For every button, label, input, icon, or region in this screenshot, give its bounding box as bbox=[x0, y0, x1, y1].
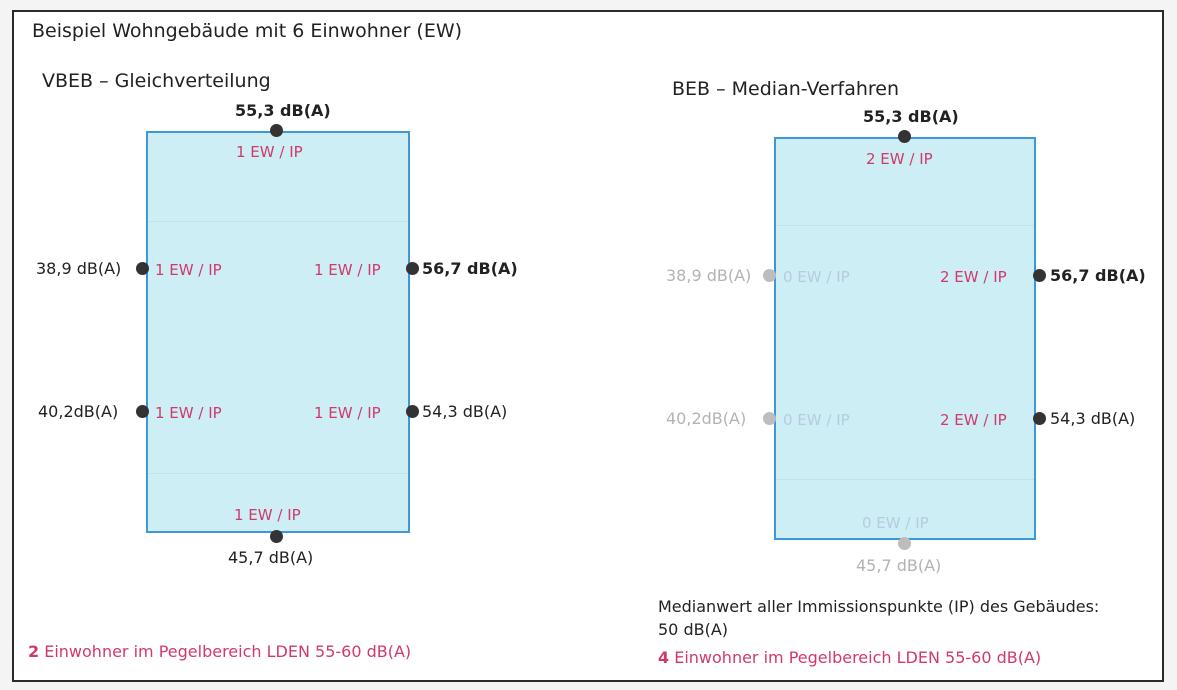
left-building bbox=[146, 131, 410, 533]
left-top-point bbox=[270, 124, 283, 137]
right-summary-text: Einwohner im Pegelbereich LDEN 55-60 dB(… bbox=[674, 648, 1042, 667]
right-left-lower-ew: 0 EW / IP bbox=[783, 411, 850, 429]
right-left-upper-point bbox=[763, 269, 776, 282]
left-summary-count: 2 bbox=[28, 642, 40, 661]
left-summary: 2 Einwohner im Pegelbereich LDEN 55-60 d… bbox=[28, 642, 411, 661]
right-top-point bbox=[898, 130, 911, 143]
left-right-upper-point bbox=[406, 262, 419, 275]
right-right-lower-point bbox=[1033, 412, 1046, 425]
left-right-upper-level: 56,7 dB(A) bbox=[422, 259, 518, 278]
left-left-upper-point bbox=[136, 262, 149, 275]
left-right-lower-ew: 1 EW / IP bbox=[314, 404, 381, 422]
left-left-lower-level: 40,2dB(A) bbox=[38, 402, 119, 421]
right-building bbox=[774, 137, 1036, 540]
left-left-lower-point bbox=[136, 405, 149, 418]
left-left-upper-level: 38,9 dB(A) bbox=[36, 259, 122, 278]
right-right-upper-point bbox=[1033, 269, 1046, 282]
median-note-line2: 50 dB(A) bbox=[658, 620, 729, 639]
left-left-lower-ew: 1 EW / IP bbox=[155, 404, 222, 422]
left-right-upper-ew: 1 EW / IP bbox=[314, 261, 381, 279]
right-bottom-point bbox=[898, 537, 911, 550]
median-note-line1: Medianwert aller Immissionspunkte (IP) d… bbox=[658, 597, 1100, 616]
left-bottom-level: 45,7 dB(A) bbox=[228, 548, 314, 567]
right-bottom-level: 45,7 dB(A) bbox=[856, 556, 942, 575]
left-heading: VBEB – Gleichverteilung bbox=[42, 70, 271, 92]
right-summary: 4 Einwohner im Pegelbereich LDEN 55-60 d… bbox=[658, 648, 1041, 667]
right-top-level: 55,3 dB(A) bbox=[863, 107, 959, 126]
right-right-upper-ew: 2 EW / IP bbox=[940, 268, 1007, 286]
right-heading: BEB – Median-Verfahren bbox=[672, 78, 900, 100]
right-left-lower-point bbox=[763, 412, 776, 425]
left-left-upper-ew: 1 EW / IP bbox=[155, 261, 222, 279]
left-summary-text: Einwohner im Pegelbereich LDEN 55-60 dB(… bbox=[44, 642, 412, 661]
right-right-lower-level: 54,3 dB(A) bbox=[1050, 409, 1136, 428]
right-top-ew: 2 EW / IP bbox=[866, 150, 933, 168]
right-right-lower-ew: 2 EW / IP bbox=[940, 411, 1007, 429]
right-right-upper-level: 56,7 dB(A) bbox=[1050, 266, 1146, 285]
left-right-lower-level: 54,3 dB(A) bbox=[422, 402, 508, 421]
right-left-upper-level: 38,9 dB(A) bbox=[666, 266, 752, 285]
left-top-ew: 1 EW / IP bbox=[236, 143, 303, 161]
figure-title: Beispiel Wohngebäude mit 6 Einwohner (EW… bbox=[32, 20, 463, 42]
right-summary-count: 4 bbox=[658, 648, 670, 667]
left-right-lower-point bbox=[406, 405, 419, 418]
right-bottom-ew: 0 EW / IP bbox=[862, 514, 929, 532]
right-left-upper-ew: 0 EW / IP bbox=[783, 268, 850, 286]
right-left-lower-level: 40,2dB(A) bbox=[666, 409, 747, 428]
left-top-level: 55,3 dB(A) bbox=[235, 101, 331, 120]
left-bottom-point bbox=[270, 530, 283, 543]
left-bottom-ew: 1 EW / IP bbox=[234, 506, 301, 524]
